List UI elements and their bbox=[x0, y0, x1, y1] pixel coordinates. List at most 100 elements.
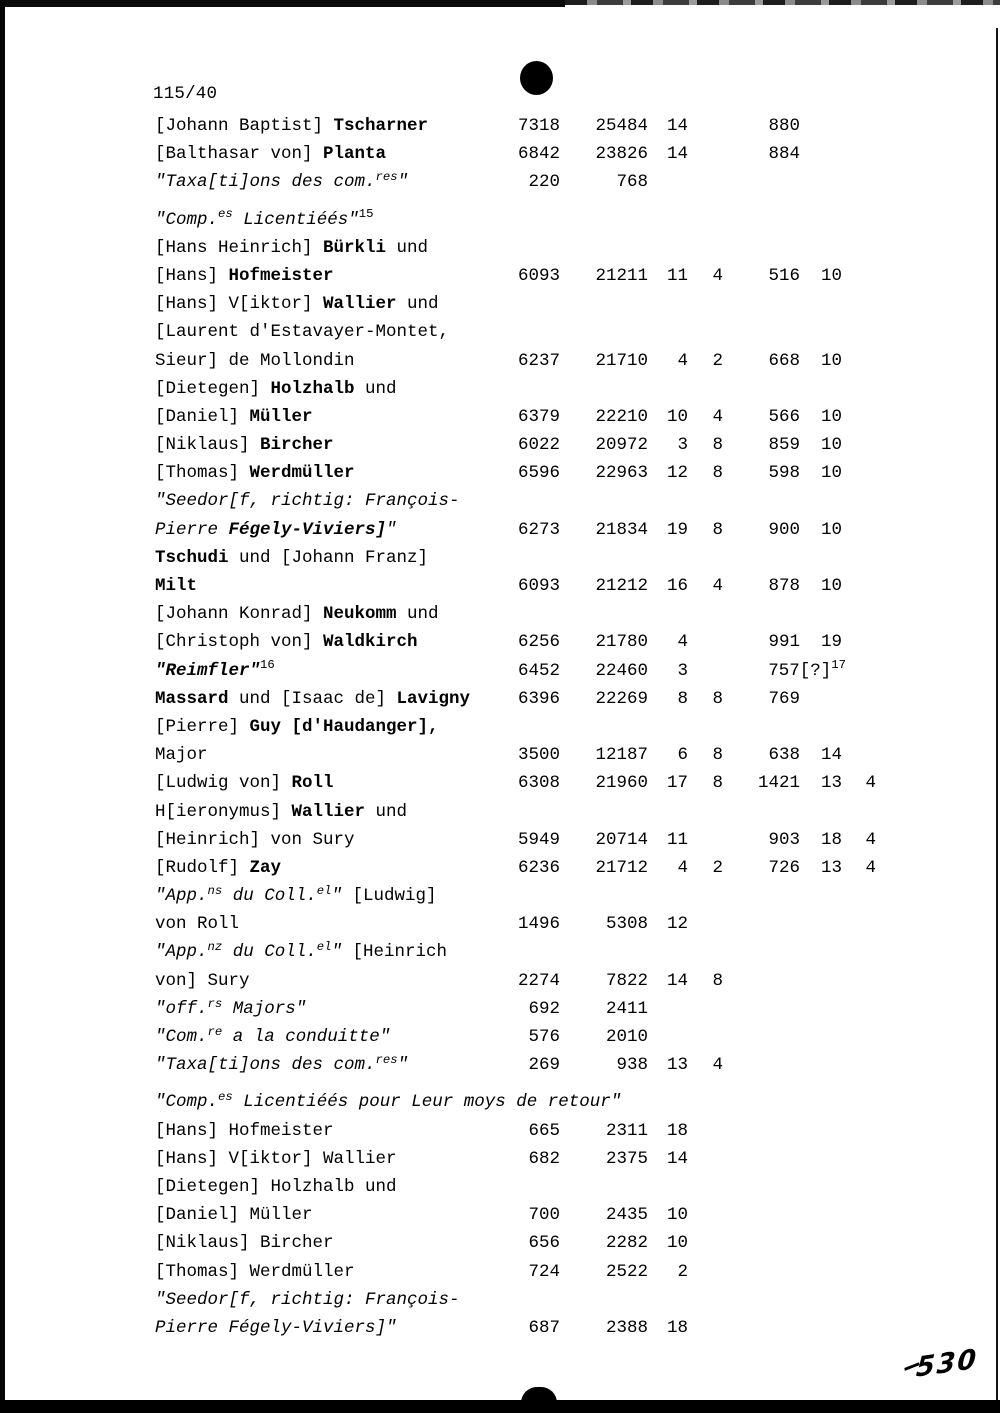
value-cell: 4 bbox=[677, 632, 688, 653]
table-row: [Hans] Hofmeister 665 2311 18 bbox=[155, 1117, 876, 1145]
value-cell: 18 bbox=[820, 829, 842, 850]
entry-name: von Roll bbox=[155, 914, 240, 935]
value-cell: 11 bbox=[666, 829, 688, 850]
entry-name: "Comp.es Licentiéés pour Leur moys de re… bbox=[155, 1090, 622, 1113]
value-cell: 21960 bbox=[595, 773, 648, 794]
value-cell: 991 bbox=[768, 632, 800, 653]
table-row: Sieur] de Mollondin 6237 21710 4 2 668 10 bbox=[155, 347, 876, 375]
value-cell: 2 bbox=[712, 350, 723, 371]
entry-name: [Heinrich] von Sury bbox=[155, 829, 355, 850]
value-cell: 1421 bbox=[757, 773, 800, 794]
ledger-table: [Johann Baptist] Tscharner 7318 25484 14 880… bbox=[155, 112, 876, 1342]
table-row: H[ieronymus] Wallier und bbox=[155, 798, 876, 826]
table-row: "Comp.es Licentiéés"15 bbox=[155, 206, 876, 234]
value-cell: 7822 bbox=[605, 970, 648, 991]
value-cell: 14 bbox=[666, 116, 688, 136]
value-cell: 2010 bbox=[605, 1027, 648, 1047]
table-row: von] Sury 2274 7822 14 8 bbox=[155, 967, 876, 995]
value-cell: 4 bbox=[677, 857, 688, 878]
value-cell: 4 bbox=[865, 773, 876, 794]
entry-name: "Reimfler"16 bbox=[155, 658, 275, 681]
value-cell: 665 bbox=[528, 1120, 560, 1141]
value-cell: 1496 bbox=[517, 914, 560, 935]
scan-dot-top-icon bbox=[520, 61, 553, 95]
value-cell: 12 bbox=[666, 463, 688, 484]
page-border-bottom bbox=[0, 1400, 1000, 1413]
value-cell: 692 bbox=[528, 998, 560, 1019]
value-cell: 4 bbox=[865, 857, 876, 878]
value-cell: 2411 bbox=[605, 998, 648, 1019]
value-cell: 21780 bbox=[595, 632, 648, 653]
value-cell: 6256 bbox=[517, 632, 560, 653]
value-cell: 18 bbox=[666, 1317, 688, 1338]
value-cell: 8 bbox=[712, 773, 723, 794]
entry-name: Pierre Fégely-Viviers]" bbox=[155, 519, 397, 540]
value-cell: 6842 bbox=[517, 144, 560, 165]
entry-name: "Taxa[ti]ons des com.res" bbox=[155, 170, 409, 193]
page-border-left bbox=[0, 0, 5, 1413]
value-cell: 10 bbox=[820, 576, 842, 596]
value-cell: 2274 bbox=[517, 970, 560, 991]
entry-name: Milt bbox=[155, 576, 198, 596]
value-cell: 8 bbox=[712, 688, 723, 709]
value-cell: 638 bbox=[768, 745, 800, 766]
value-cell: 21212 bbox=[595, 576, 648, 596]
entry-name: von] Sury bbox=[155, 970, 250, 991]
table-row: "Seedor[f, richtig: François- bbox=[155, 1286, 876, 1314]
entry-name: "Taxa[ti]ons des com.res" bbox=[155, 1053, 409, 1076]
entry-name: [Hans] V[iktor] Wallier und bbox=[155, 294, 439, 315]
page-border-top-dashed bbox=[565, 0, 1000, 5]
entry-name: H[ieronymus] Wallier und bbox=[155, 801, 408, 822]
value-cell: 21211 bbox=[595, 265, 648, 286]
entry-name: [Niklaus] Bircher bbox=[155, 435, 334, 456]
table-row: von Roll 1496 5308 12 bbox=[155, 910, 876, 938]
value-cell: 16 bbox=[666, 576, 688, 596]
entry-name: [Hans] Hofmeister bbox=[155, 1120, 334, 1141]
table-row: [Hans Heinrich] Bürkli und bbox=[155, 234, 876, 262]
value-cell: 14 bbox=[820, 745, 842, 766]
table-row: [Dietegen] Holzhalb und bbox=[155, 375, 876, 403]
table-row: Pierre Fégely-Viviers]" 6273 21834 19 8 900 10 bbox=[155, 516, 876, 544]
value-cell: 10 bbox=[666, 406, 688, 427]
value-cell: 3 bbox=[677, 660, 688, 681]
scan-dot-bottom-icon bbox=[521, 1387, 557, 1403]
value-cell: 22963 bbox=[595, 463, 648, 484]
value-cell: 8 bbox=[712, 970, 723, 991]
value-cell: 6022 bbox=[517, 435, 560, 456]
value-cell: 22269 bbox=[595, 688, 648, 709]
value-cell: 884 bbox=[768, 144, 800, 165]
value-cell: 6596 bbox=[517, 463, 560, 484]
value-cell: 13 bbox=[666, 1055, 688, 1076]
table-row: "off.rs Majors" 692 2411 bbox=[155, 995, 876, 1023]
entry-name: [Thomas] Werdmüller bbox=[155, 1261, 355, 1282]
value-cell: 516 bbox=[768, 265, 800, 286]
value-cell: 6 bbox=[677, 745, 688, 766]
entry-name: [Hans Heinrich] Bürkli und bbox=[155, 237, 429, 258]
value-cell: 22460 bbox=[595, 660, 648, 681]
value-cell: 6396 bbox=[517, 688, 560, 709]
entry-name: "App.nz du Coll.el" [Heinrich bbox=[155, 940, 447, 963]
table-row: [Daniel] Müller 700 2435 10 bbox=[155, 1201, 876, 1229]
table-row: "Taxa[ti]ons des com.res" 220 768 bbox=[155, 168, 876, 196]
table-row: "Com.re a la conduitte" 576 2010 bbox=[155, 1023, 876, 1051]
entry-name: [Balthasar von] Planta bbox=[155, 144, 387, 165]
value-cell: 8 bbox=[712, 435, 723, 456]
table-row: "App.ns du Coll.el" [Ludwig] bbox=[155, 882, 876, 910]
value-cell: 7318 bbox=[517, 116, 560, 136]
table-row: [Hans] V[iktor] Wallier und bbox=[155, 290, 876, 318]
value-cell: 8 bbox=[677, 688, 688, 709]
entry-name: [Daniel] Müller bbox=[155, 1205, 313, 1226]
value-cell: 2388 bbox=[605, 1317, 648, 1338]
value-cell: 566 bbox=[768, 406, 800, 427]
value-cell: 10 bbox=[820, 406, 842, 427]
value-cell: 687 bbox=[528, 1317, 560, 1338]
value-cell: 10 bbox=[820, 519, 842, 540]
entry-name: [Thomas] Werdmüller bbox=[155, 463, 355, 484]
entry-name: Pierre Fégely-Viviers]" bbox=[155, 1317, 397, 1338]
value-cell: 938 bbox=[616, 1055, 648, 1076]
value-cell: 900 bbox=[768, 519, 800, 540]
entry-name: [Dietegen] Holzhalb und bbox=[155, 378, 397, 399]
table-row: [Balthasar von] Planta 6842 23826 14 884 bbox=[155, 140, 876, 168]
entry-name: [Rudolf] Zay bbox=[155, 857, 282, 878]
